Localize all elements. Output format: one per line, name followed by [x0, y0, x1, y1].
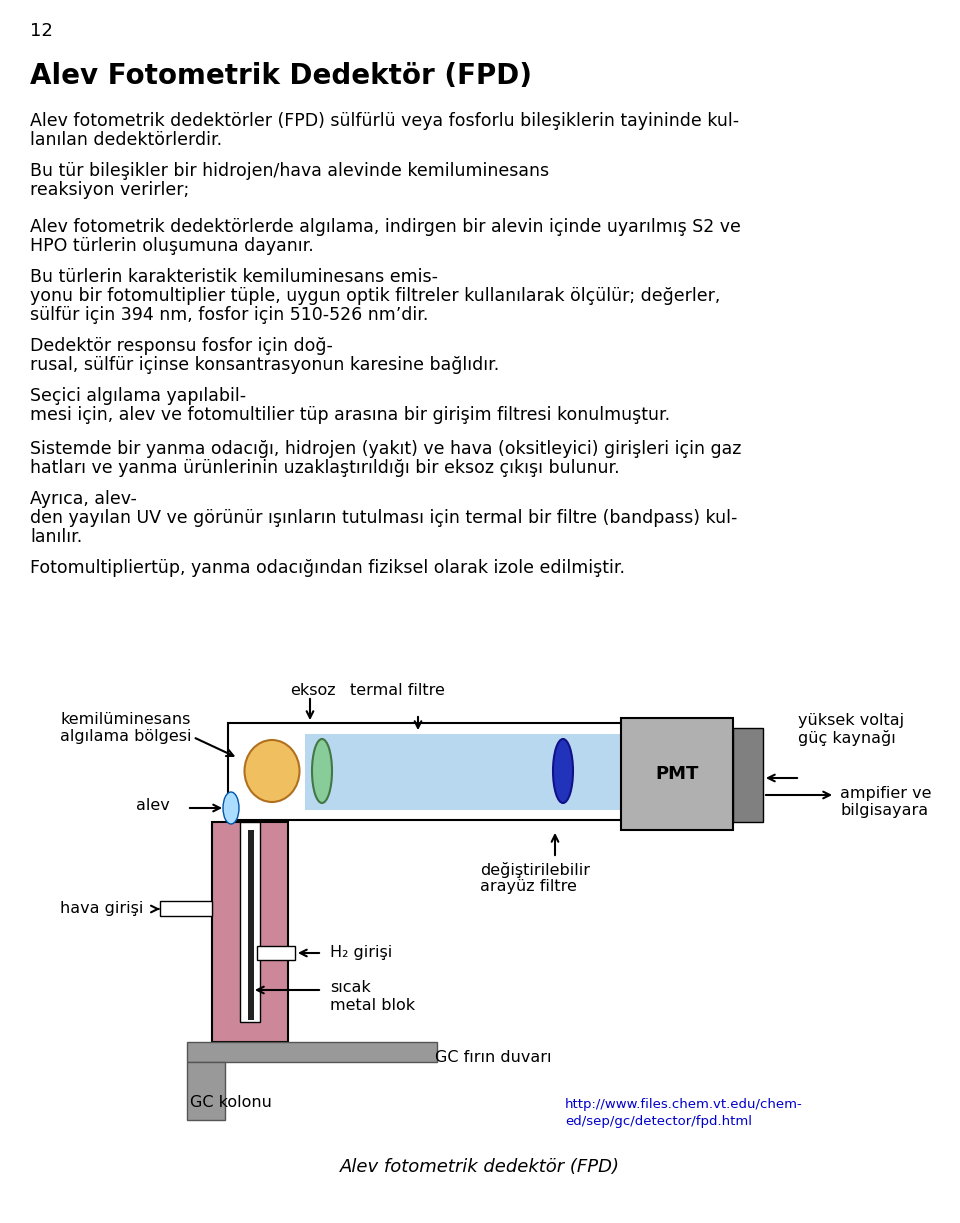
Text: GC kolonu: GC kolonu: [190, 1095, 272, 1110]
Text: eksoz: eksoz: [290, 682, 336, 698]
Bar: [187, 1042, 437, 1062]
Bar: [248, 830, 254, 1020]
Bar: [305, 734, 620, 810]
Text: den yayılan UV ve görünür ışınların tutulması için termal bir filtre (bandpass) : den yayılan UV ve görünür ışınların tutu…: [30, 509, 737, 527]
Text: yüksek voltaj: yüksek voltaj: [798, 713, 904, 728]
Ellipse shape: [553, 739, 573, 804]
Text: Alev Fotometrik Dedektör (FPD): Alev Fotometrik Dedektör (FPD): [30, 62, 532, 91]
Text: sıcak: sıcak: [330, 980, 371, 996]
Text: Bu tür bileşikler bir hidrojen/hava alevinde kemiluminesans: Bu tür bileşikler bir hidrojen/hava alev…: [30, 161, 549, 180]
Text: alev: alev: [136, 799, 170, 813]
Text: lanılır.: lanılır.: [30, 528, 83, 545]
Ellipse shape: [312, 739, 332, 804]
Text: Alev fotometrik dedektör (FPD): Alev fotometrik dedektör (FPD): [340, 1158, 620, 1177]
Text: lanılan dedektörlerdir.: lanılan dedektörlerdir.: [30, 131, 222, 149]
Text: yonu bir fotomultiplier tüple, uygun optik filtreler kullanılarak ölçülür; değer: yonu bir fotomultiplier tüple, uygun opt…: [30, 287, 720, 305]
Bar: [621, 718, 733, 830]
Text: PMT: PMT: [656, 766, 699, 783]
Bar: [240, 822, 260, 1022]
Text: http://www.files.chem.vt.edu/chem-: http://www.files.chem.vt.edu/chem-: [565, 1098, 803, 1110]
Text: termal filtre: termal filtre: [350, 682, 444, 698]
Text: metal blok: metal blok: [330, 998, 415, 1013]
Text: sülfür için 394 nm, fosfor için 510-526 nm’dir.: sülfür için 394 nm, fosfor için 510-526 …: [30, 306, 428, 324]
Ellipse shape: [223, 793, 239, 824]
Text: güç kaynağı: güç kaynağı: [798, 730, 896, 746]
Text: GC fırın duvarı: GC fırın duvarı: [435, 1051, 551, 1065]
Text: Fotomultipliertüp, yanma odacığından fiziksel olarak izole edilmiştir.: Fotomultipliertüp, yanma odacığından fiz…: [30, 559, 625, 577]
Bar: [733, 728, 763, 822]
Text: 12: 12: [30, 22, 53, 40]
Bar: [257, 947, 295, 960]
Text: reaksiyon verirler;: reaksiyon verirler;: [30, 181, 189, 199]
Bar: [187, 1062, 225, 1120]
Text: değiştirilebilir: değiştirilebilir: [480, 862, 590, 878]
Text: arayüz filtre: arayüz filtre: [480, 879, 577, 894]
Text: Ayrıca, alev-: Ayrıca, alev-: [30, 490, 137, 508]
Text: H₂ girişi: H₂ girişi: [330, 945, 393, 960]
Text: mesi için, alev ve fotomultilier tüp arasına bir girişim filtresi konulmuştur.: mesi için, alev ve fotomultilier tüp ara…: [30, 406, 670, 424]
Ellipse shape: [245, 740, 300, 802]
Text: Alev fotometrik dedektörlerde algılama, indirgen bir alevin içinde uyarılmış S2 : Alev fotometrik dedektörlerde algılama, …: [30, 218, 741, 236]
Text: hava girişi: hava girişi: [60, 901, 143, 916]
Text: Dedektör responsu fosfor için doğ-: Dedektör responsu fosfor için doğ-: [30, 338, 333, 355]
Text: Bu türlerin karakteristik kemiluminesans emis-: Bu türlerin karakteristik kemiluminesans…: [30, 268, 438, 286]
Bar: [212, 822, 288, 1042]
Bar: [160, 901, 212, 916]
Text: ed/sep/gc/detector/fpd.html: ed/sep/gc/detector/fpd.html: [565, 1115, 752, 1128]
Text: kemilüminesans: kemilüminesans: [60, 712, 190, 726]
Text: HPO türlerin oluşumuna dayanır.: HPO türlerin oluşumuna dayanır.: [30, 237, 314, 256]
Text: bilgisayara: bilgisayara: [840, 804, 928, 818]
Bar: [228, 723, 723, 819]
Text: hatları ve yanma ürünlerinin uzaklaştırıldığı bir eksoz çıkışı bulunur.: hatları ve yanma ürünlerinin uzaklaştırı…: [30, 459, 619, 477]
Text: algılama bölgesi: algılama bölgesi: [60, 729, 191, 744]
Text: Seçici algılama yapılabil-: Seçici algılama yapılabil-: [30, 386, 246, 405]
Text: rusal, sülfür içinse konsantrasyonun karesine bağlıdır.: rusal, sülfür içinse konsantrasyonun kar…: [30, 356, 499, 374]
Text: ampifier ve: ampifier ve: [840, 786, 931, 801]
Text: Alev fotometrik dedektörler (FPD) sülfürlü veya fosforlu bileşiklerin tayininde : Alev fotometrik dedektörler (FPD) sülfür…: [30, 113, 739, 130]
Text: Sistemde bir yanma odacığı, hidrojen (yakıt) ve hava (oksitleyici) girişleri içi: Sistemde bir yanma odacığı, hidrojen (ya…: [30, 440, 741, 457]
